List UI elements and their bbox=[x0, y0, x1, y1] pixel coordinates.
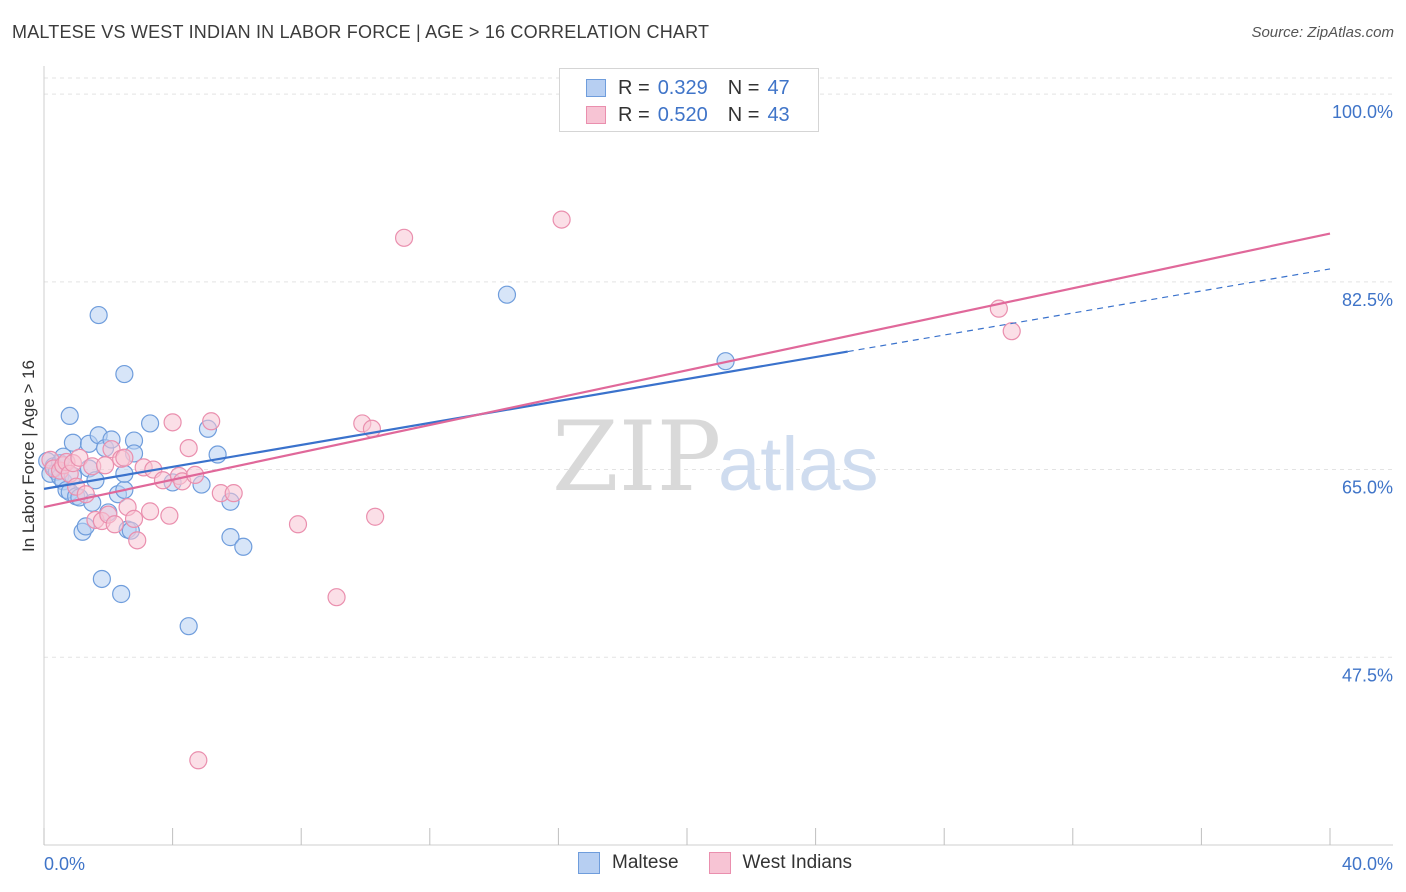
west-indian-point bbox=[552, 210, 571, 229]
maltese-point bbox=[112, 584, 131, 604]
x-tick-label: 40.0% bbox=[1342, 854, 1393, 874]
west-indian-point bbox=[95, 456, 115, 475]
legend-item-maltese[interactable]: Maltese bbox=[578, 852, 679, 874]
west-indian-point bbox=[179, 438, 198, 458]
west-indian-point bbox=[202, 412, 221, 431]
maltese-point bbox=[497, 285, 517, 304]
legend-r-value: 0.520 bbox=[657, 103, 708, 126]
west-indian-trend-line bbox=[43, 232, 1331, 509]
legend-n-value: 43 bbox=[767, 103, 790, 126]
watermark-atlas: atlas bbox=[718, 422, 879, 507]
maltese-point bbox=[92, 569, 111, 589]
y-tick-label: 47.5% bbox=[1342, 665, 1393, 685]
west-indian-point bbox=[115, 448, 134, 467]
maltese-trend-line bbox=[43, 350, 848, 490]
legend-label-maltese: Maltese bbox=[612, 852, 679, 873]
legend-swatch-west-indians bbox=[708, 852, 731, 874]
maltese-trend-extension bbox=[847, 268, 1331, 353]
chart-title: MALTESE VS WEST INDIAN IN LABOR FORCE | … bbox=[12, 22, 710, 42]
watermark: ZIP atlas bbox=[552, 401, 879, 513]
west-indian-point bbox=[70, 448, 89, 467]
west-indian-point bbox=[224, 484, 243, 503]
west-indian-point bbox=[124, 509, 144, 528]
maltese-point bbox=[221, 528, 240, 547]
west-indian-point bbox=[189, 751, 208, 770]
legend-r-label: R = bbox=[618, 103, 650, 126]
west-indian-point bbox=[288, 515, 308, 534]
legend-n-label: N = bbox=[727, 76, 760, 99]
legend-r-label: R = bbox=[618, 76, 650, 99]
west-indian-point bbox=[327, 588, 346, 607]
stats-legend: R = 0.329 N = 47 R = 0.520 N = 43 bbox=[559, 68, 819, 132]
maltese-point bbox=[140, 414, 160, 433]
legend-label-west-indians: West Indians bbox=[742, 852, 853, 873]
source-label: Source: ZipAtlas.com bbox=[1251, 24, 1394, 41]
legend-swatch-maltese bbox=[578, 852, 600, 874]
legend-r-value: 0.329 bbox=[657, 76, 708, 99]
legend-swatch-west-indians bbox=[586, 106, 606, 124]
legend-n-value: 47 bbox=[767, 76, 790, 99]
west-indian-point bbox=[366, 507, 385, 526]
legend-item-west-indians[interactable]: West Indians bbox=[708, 852, 853, 874]
west-indian-point bbox=[394, 228, 414, 247]
y-tick-label: 82.5% bbox=[1342, 290, 1393, 310]
points-layer bbox=[38, 210, 1021, 770]
west-indian-point bbox=[160, 506, 179, 525]
west-indian-point bbox=[128, 531, 147, 550]
west-indian-point bbox=[105, 515, 124, 534]
y-tick-label: 100.0% bbox=[1332, 102, 1393, 122]
maltese-point bbox=[89, 305, 108, 325]
maltese-point bbox=[115, 364, 134, 384]
x-tick-label: 0.0% bbox=[44, 854, 85, 874]
west-indian-point bbox=[1002, 322, 1021, 341]
west-indian-point bbox=[163, 413, 182, 432]
watermark-zip: ZIP bbox=[552, 401, 721, 513]
maltese-point bbox=[234, 537, 253, 556]
grid-layer bbox=[44, 77, 1393, 658]
legend-n-label: N = bbox=[727, 103, 760, 126]
maltese-point bbox=[179, 617, 198, 636]
legend-swatch-maltese bbox=[586, 79, 606, 97]
trend-layer bbox=[43, 232, 1331, 509]
y-axis-label: In Labor Force | Age > 16 bbox=[19, 360, 38, 552]
y-tick-label: 65.0% bbox=[1342, 478, 1393, 498]
legend-row-maltese: R = 0.329 N = 47 bbox=[586, 76, 790, 100]
west-indian-point bbox=[140, 502, 160, 521]
series-legend: Maltese West Indians bbox=[578, 852, 882, 874]
legend-row-west-indians: R = 0.520 N = 43 bbox=[586, 103, 790, 127]
maltese-point bbox=[60, 406, 79, 426]
